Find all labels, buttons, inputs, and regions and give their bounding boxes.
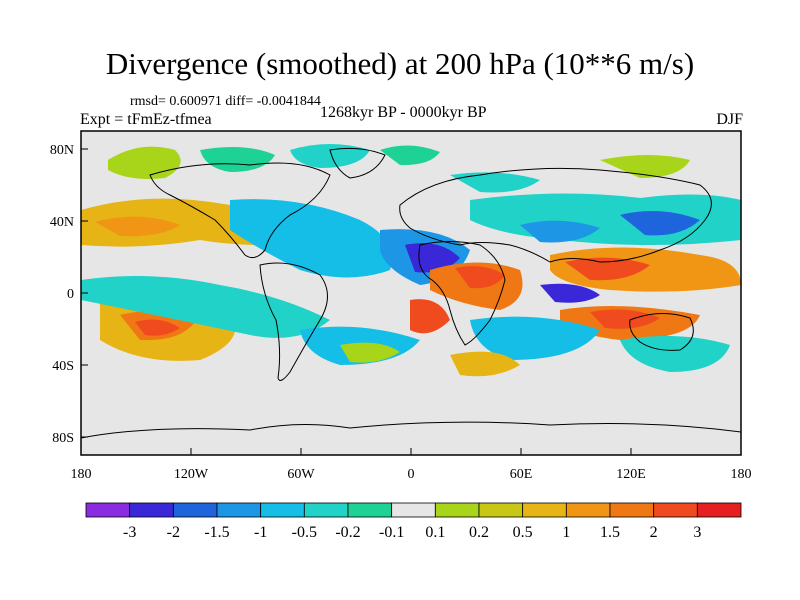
coastlines [81, 147, 741, 439]
colorbar-swatch [391, 502, 436, 518]
contour-patch [450, 172, 540, 193]
colorbar-label: 0.1 [425, 524, 445, 541]
colorbar-swatch [609, 502, 655, 518]
contour-patch [450, 351, 520, 377]
season-label: DJF [716, 111, 743, 128]
map-title: Divergence (smoothed) at 200 hPa (10**6 … [105, 46, 695, 81]
contour-fill-layer [81, 144, 741, 377]
lat-tick-label: 40N [50, 215, 74, 230]
contour-patch [620, 336, 730, 372]
colorbar-label: 0.5 [513, 524, 533, 541]
colorbar-label: 3 [693, 524, 701, 541]
colorbar-swatch [172, 502, 218, 518]
south-america-outline [259, 262, 328, 381]
colorbar-label: 0.2 [469, 524, 489, 541]
contour-patch [135, 319, 180, 336]
lon-axis: 180 120W 60W 0 60E 120E 180 [71, 448, 752, 482]
contour-patch [620, 211, 700, 236]
colorbar-swatch [260, 502, 305, 518]
contour-patch [470, 316, 600, 360]
contour-patch [600, 155, 690, 178]
colorbar-label: -2 [167, 524, 180, 541]
lon-tick-label: 120W [174, 467, 209, 482]
contour-patch [520, 220, 600, 243]
eurasia-outline [399, 167, 712, 263]
lon-tick-label: 120E [616, 467, 646, 482]
period-label: 1268kyr BP - 0000kyr BP [320, 104, 487, 121]
contour-patch [410, 299, 450, 334]
lat-tick-label: 80S [52, 431, 74, 446]
experiment-label: Expt = tFmEz-tfmea [80, 111, 212, 128]
contour-patch [230, 199, 392, 278]
colorbar-swatch [653, 502, 698, 518]
lon-tick-label: 0 [408, 467, 415, 482]
contour-patch [565, 257, 650, 281]
lat-tick-label: 0 [67, 287, 74, 302]
contour-patch [540, 283, 600, 303]
lat-axis: 80N 40N 0 40S 80S [50, 143, 88, 446]
lat-tick-label: 40S [52, 359, 74, 374]
colorbar-label: -0.5 [292, 524, 317, 541]
lon-tick-label: 180 [731, 467, 752, 482]
lon-tick-label: 60E [510, 467, 533, 482]
australia-outline [629, 313, 694, 351]
contour-patch [95, 216, 180, 237]
colorbar-label: 1.5 [600, 524, 620, 541]
contour-patch [200, 146, 275, 172]
colorbar-label: 2 [650, 524, 658, 541]
lon-tick-label: 60W [287, 467, 315, 482]
lon-tick-label: 180 [71, 467, 92, 482]
colorbar-label: 1 [562, 524, 570, 541]
north-america-outline [149, 162, 331, 259]
colorbar-swatch [696, 502, 742, 518]
contour-patch [340, 342, 400, 363]
colorbar: -3 -2 -1.5 -1 -0.5 -0.2 -0.1 0.1 0.2 0.5 1 1.5 2 3 [85, 502, 742, 541]
colorbar-swatch [522, 502, 567, 518]
colorbar-swatch [478, 502, 524, 518]
africa-outline [418, 241, 506, 346]
colorbar-swatch [216, 502, 262, 518]
colorbar-label: -1.5 [204, 524, 229, 541]
contour-patch [455, 266, 505, 289]
rmsd-diff-stats: rmsd= 0.600971 diff= -0.0041844 [130, 94, 321, 109]
colorbar-swatch [303, 502, 349, 518]
colorbar-label: -0.1 [379, 524, 404, 541]
antarctica-outline [81, 421, 741, 439]
colorbar-label: -3 [123, 524, 136, 541]
contour-patch [380, 145, 440, 166]
colorbar-swatch [434, 502, 480, 518]
colorbar-swatch [565, 502, 611, 518]
contour-patch [81, 276, 330, 338]
colorbar-swatch [129, 502, 174, 518]
colorbar-swatch [347, 502, 393, 518]
colorbar-swatch [85, 502, 131, 518]
contour-patch [108, 146, 181, 179]
contour-patch [290, 144, 370, 168]
contour-patch [590, 309, 660, 329]
colorbar-label: -1 [254, 524, 267, 541]
lat-tick-label: 80N [50, 143, 74, 158]
greenland-outline [329, 147, 386, 179]
colorbar-label: -0.2 [335, 524, 360, 541]
